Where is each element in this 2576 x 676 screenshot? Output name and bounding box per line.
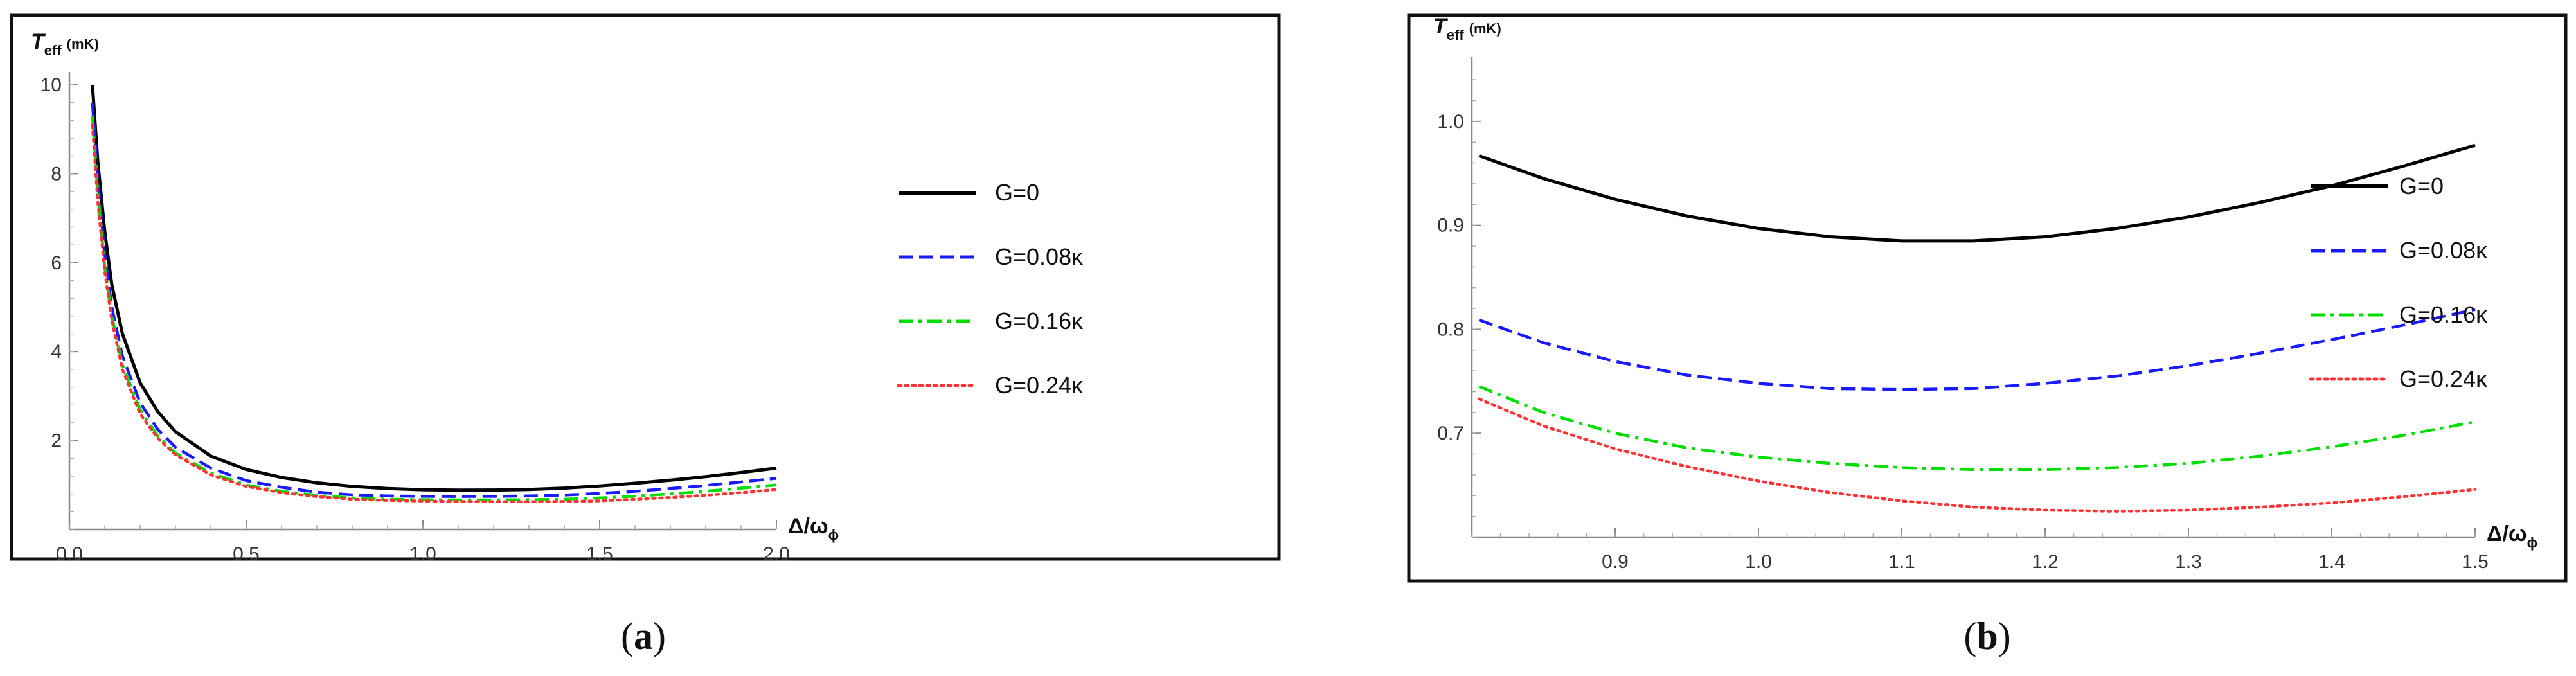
x-axis-label: Δ/ωϕ xyxy=(2487,522,2537,551)
legend-label-0: G=0 xyxy=(995,179,1039,206)
y-tick-label: 8 xyxy=(51,163,62,184)
y-tick-label: 0.7 xyxy=(1437,423,1464,444)
y-label-main: T xyxy=(1433,14,1449,39)
panel-frame xyxy=(1407,13,2568,583)
x-label-main: Δ/ω xyxy=(788,514,828,538)
x-tick-label: 0.5 xyxy=(233,544,260,565)
panel-caption: (a) xyxy=(621,615,666,657)
panel-caption: (b) xyxy=(1963,615,2010,657)
legend-label-2: G=0.16κ xyxy=(995,308,1084,334)
y-tick-label: 0.9 xyxy=(1437,215,1464,236)
legend-label-1: G=0.08κ xyxy=(2399,237,2488,263)
x-label-sub: ϕ xyxy=(828,527,839,543)
legend-label-0: G=0 xyxy=(2399,173,2444,199)
y-tick-label: 2 xyxy=(51,431,62,452)
x-tick-label: 0.0 xyxy=(56,544,83,565)
caption-open: ( xyxy=(621,615,634,657)
series-line-3 xyxy=(1477,397,2477,513)
x-tick-label: 0.9 xyxy=(1602,551,1629,573)
series-line-2 xyxy=(1478,385,2476,472)
x-tick-label: 1.1 xyxy=(1888,551,1915,573)
x-tick-label: 1.2 xyxy=(2032,551,2059,573)
caption-close: ) xyxy=(653,615,666,657)
series-line-1 xyxy=(1478,308,2476,391)
y-tick-label: 10 xyxy=(40,75,62,96)
legend-label-3: G=0.24κ xyxy=(2399,366,2488,392)
y-tick-label: 4 xyxy=(51,341,62,362)
x-axis-label: Δ/ωϕ xyxy=(788,514,839,543)
series-line-3 xyxy=(91,123,778,504)
x-tick-label: 1.5 xyxy=(586,544,613,565)
panel-frame xyxy=(10,13,1281,561)
y-axis-label: Teff (mK) xyxy=(31,30,99,58)
legend-label-3: G=0.24κ xyxy=(995,372,1084,398)
series-line-2 xyxy=(91,116,777,502)
y-tick-label: 0.8 xyxy=(1437,319,1464,340)
chart-b: 0.9 1.0 1.1 1.2 1.3 1.4 1.5 0.7 0.8 0.9 1.0 Teff (mK… xyxy=(1407,13,2568,657)
x-tick-label: 1.5 xyxy=(2462,551,2489,573)
caption-letter: b xyxy=(1976,615,1998,657)
y-label-unit: (mK) xyxy=(1469,21,1501,37)
y-label-unit: (mK) xyxy=(67,36,99,52)
y-label-sub: eff xyxy=(44,42,62,58)
y-label-sub: eff xyxy=(1447,27,1465,43)
x-tick-label: 1.4 xyxy=(2318,551,2345,573)
x-tick-label: 1.0 xyxy=(1745,551,1772,573)
caption-letter: a xyxy=(634,615,653,657)
y-label-main: T xyxy=(31,30,46,54)
y-tick-label: 6 xyxy=(51,253,62,274)
x-label-main: Δ/ω xyxy=(2487,522,2527,546)
caption-close: ) xyxy=(1998,615,2011,657)
y-axis-label: Teff (mK) xyxy=(1433,14,1501,43)
x-tick-label: 2.0 xyxy=(763,544,790,565)
series-line-0 xyxy=(91,84,777,492)
legend-label-2: G=0.16κ xyxy=(2399,301,2488,328)
series-line-0 xyxy=(1478,143,2476,243)
x-tick-label: 1.3 xyxy=(2175,551,2202,573)
legend-label-1: G=0.08κ xyxy=(995,244,1084,270)
series-line-1 xyxy=(91,102,777,498)
x-tick-label: 1.0 xyxy=(409,544,436,565)
chart-a: 0.0 0.5 1.0 1.5 2.0 2 4 6 8 10 Teff (mK) Δ/ωϕ G=0 G=0.… xyxy=(10,13,1281,657)
x-label-sub: ϕ xyxy=(2527,535,2538,551)
caption-open: ( xyxy=(1963,615,1976,657)
y-tick-label: 1.0 xyxy=(1437,111,1464,132)
